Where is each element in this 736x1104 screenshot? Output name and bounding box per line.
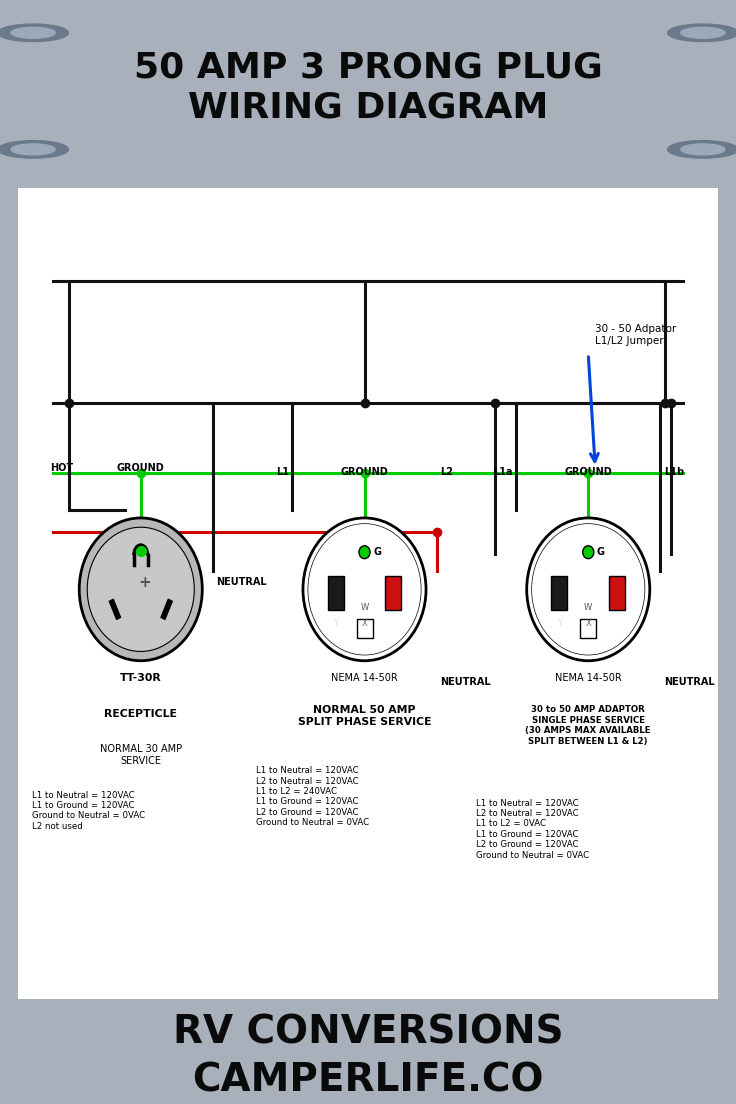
Text: W: W	[361, 603, 369, 613]
Text: Y: Y	[557, 618, 562, 627]
Polygon shape	[110, 599, 121, 619]
Text: L1 to Neutral = 120VAC
L2 to Neutral = 120VAC
L1 to L2 = 0VAC
L1 to Ground = 120: L1 to Neutral = 120VAC L2 to Neutral = 1…	[476, 798, 590, 860]
Text: X: X	[585, 618, 591, 627]
Bar	[609, 576, 625, 611]
Text: NORMAL 50 AMP
SPLIT PHASE SERVICE: NORMAL 50 AMP SPLIT PHASE SERVICE	[298, 705, 431, 726]
Circle shape	[681, 28, 725, 39]
Text: GROUND: GROUND	[117, 464, 165, 474]
Text: L1 to Neutral = 120VAC
L2 to Neutral = 120VAC
L1 to L2 = 240VAC
L1 to Ground = 1: L1 to Neutral = 120VAC L2 to Neutral = 1…	[256, 766, 369, 827]
Text: +: +	[138, 575, 151, 591]
Bar	[328, 576, 344, 611]
Text: NORMAL 30 AMP
SERVICE: NORMAL 30 AMP SERVICE	[99, 744, 182, 766]
Circle shape	[583, 545, 594, 559]
Text: HOT: HOT	[50, 464, 74, 474]
Text: CAMPERLIFE.CO: CAMPERLIFE.CO	[192, 1062, 544, 1100]
Text: L1a: L1a	[493, 467, 513, 477]
Text: Y: Y	[333, 618, 338, 627]
Text: RV CONVERSIONS: RV CONVERSIONS	[173, 1013, 563, 1052]
Text: L1 to Neutral = 120VAC
L1 to Ground = 120VAC
Ground to Neutral = 0VAC
L2 not use: L1 to Neutral = 120VAC L1 to Ground = 12…	[32, 790, 146, 831]
Circle shape	[11, 28, 55, 39]
Text: G: G	[373, 548, 381, 558]
Text: X: X	[361, 618, 367, 627]
Text: 50 AMP 3 PRONG PLUG
WIRING DIAGRAM: 50 AMP 3 PRONG PLUG WIRING DIAGRAM	[134, 51, 602, 124]
Circle shape	[0, 24, 68, 42]
Bar	[551, 576, 567, 611]
Text: L2: L2	[440, 467, 453, 477]
Text: NEUTRAL: NEUTRAL	[216, 577, 267, 587]
Bar	[580, 619, 596, 638]
Circle shape	[308, 523, 421, 655]
Text: L1b: L1b	[664, 467, 684, 477]
Text: RECEPTICLE: RECEPTICLE	[105, 710, 177, 720]
Text: TT-30R: TT-30R	[120, 673, 162, 683]
Text: GROUND: GROUND	[341, 467, 389, 477]
Text: L1: L1	[276, 467, 289, 477]
Text: 30 to 50 AMP ADAPTOR
SINGLE PHASE SERVICE
(30 AMPS MAX AVAILABLE
SPLIT BETWEEN L: 30 to 50 AMP ADAPTOR SINGLE PHASE SERVIC…	[526, 705, 651, 745]
Circle shape	[668, 140, 736, 158]
Text: NEMA 14-50R: NEMA 14-50R	[331, 673, 398, 683]
Text: GROUND: GROUND	[565, 467, 612, 477]
Bar	[356, 619, 372, 638]
Bar	[386, 576, 401, 611]
Text: NEUTRAL: NEUTRAL	[440, 677, 491, 687]
Circle shape	[88, 528, 194, 651]
Circle shape	[681, 144, 725, 155]
Circle shape	[668, 24, 736, 42]
Circle shape	[527, 518, 650, 661]
Text: G: G	[597, 548, 605, 558]
Circle shape	[359, 545, 370, 559]
Text: 30 - 50 Adpator
L1/L2 Jumper: 30 - 50 Adpator L1/L2 Jumper	[595, 325, 676, 346]
Circle shape	[303, 518, 426, 661]
Circle shape	[0, 140, 68, 158]
Circle shape	[79, 518, 202, 661]
Text: W: W	[584, 603, 592, 613]
Circle shape	[531, 523, 645, 655]
Polygon shape	[161, 599, 172, 619]
FancyBboxPatch shape	[8, 176, 728, 1011]
Circle shape	[11, 144, 55, 155]
Text: NEMA 14-50R: NEMA 14-50R	[555, 673, 622, 683]
Text: NEUTRAL: NEUTRAL	[664, 677, 715, 687]
